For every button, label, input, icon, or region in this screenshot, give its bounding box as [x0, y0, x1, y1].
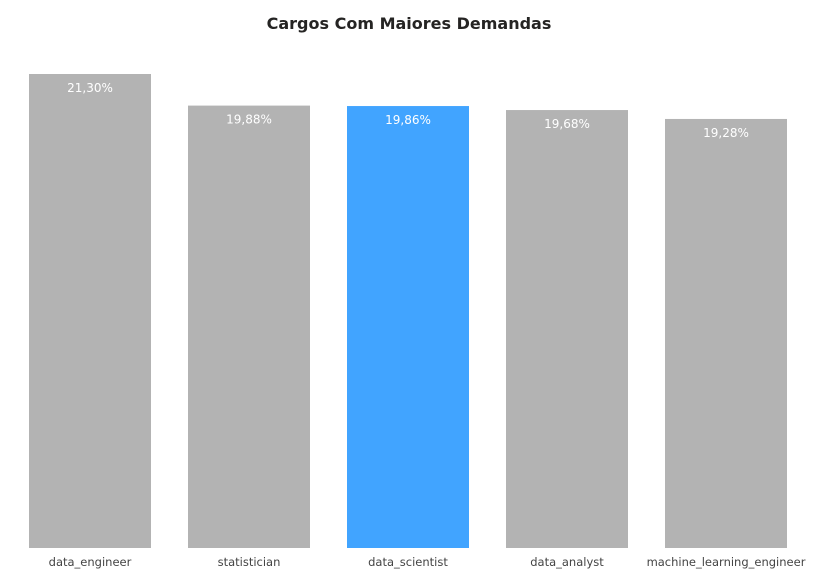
bar-statistician[interactable] — [188, 105, 310, 548]
bar-machine-learning-engineer[interactable] — [665, 118, 787, 548]
chart-title: Cargos Com Maiores Demandas — [266, 14, 552, 33]
x-tick-label: data_analyst — [530, 555, 604, 569]
bar-data-engineer[interactable] — [29, 74, 151, 548]
x-tick-label: machine_learning_engineer — [647, 555, 806, 569]
data-label: 21,30% — [67, 81, 113, 95]
x-tick-label: data_engineer — [49, 555, 132, 569]
data-label: 19,28% — [703, 126, 749, 140]
x-tick-label: data_scientist — [368, 555, 448, 569]
data-labels-group: 21,30% 19,88% 19,86% 19,68% 19,28% — [67, 81, 749, 140]
bars-group — [29, 74, 787, 548]
x-axis-tick-labels: data_engineer statistician data_scientist d… — [49, 555, 806, 569]
bar-data-scientist[interactable] — [347, 106, 469, 548]
data-label: 19,86% — [385, 113, 431, 127]
data-label: 19,88% — [226, 113, 272, 127]
x-tick-label: statistician — [218, 555, 281, 569]
data-label: 19,68% — [544, 117, 590, 131]
bar-data-analyst[interactable] — [506, 110, 628, 548]
